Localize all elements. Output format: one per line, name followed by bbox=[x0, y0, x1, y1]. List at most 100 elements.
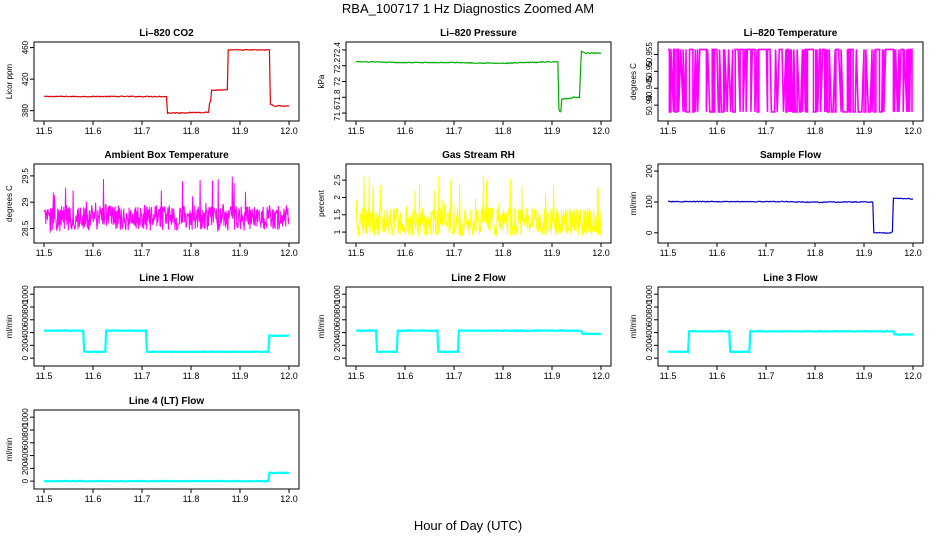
y-tick-label: 50.955 bbox=[645, 42, 654, 67]
y-tick-label: 200 bbox=[21, 461, 30, 475]
chart-title: Line 2 Flow bbox=[451, 273, 506, 284]
x-tick-label: 11.8 bbox=[183, 371, 200, 381]
x-tick-label: 11.5 bbox=[660, 371, 677, 381]
chart-panel-2: Li–820 Pressure 11.5 11.6 11.7 11.8 11.9 12.0 7… bbox=[317, 28, 612, 136]
figure-x-axis-label: Hour of Day (UTC) bbox=[413, 518, 523, 533]
x-tick-label: 11.8 bbox=[495, 371, 512, 381]
chart-title: Sample Flow bbox=[760, 150, 821, 161]
series-line bbox=[355, 175, 602, 237]
y-tick-label: 380 bbox=[21, 103, 30, 117]
x-tick-label: 11.9 bbox=[856, 371, 873, 381]
plot-frame bbox=[33, 409, 300, 490]
y-tick-label: 400 bbox=[21, 448, 30, 462]
x-tick-label: 11.7 bbox=[758, 248, 775, 258]
x-tick-label: 11.6 bbox=[85, 248, 102, 258]
x-tick-label: 11.7 bbox=[758, 371, 775, 381]
y-tick-label: 600 bbox=[645, 313, 654, 327]
series-group bbox=[43, 48, 290, 115]
y-tick-label: 600 bbox=[21, 313, 30, 327]
x-tick-label: 11.9 bbox=[544, 248, 561, 258]
series-line bbox=[356, 50, 602, 113]
x-tick-label: 11.9 bbox=[544, 126, 561, 136]
y-tick-label: 29.5 bbox=[21, 168, 30, 184]
x-tick-label: 11.7 bbox=[134, 494, 151, 504]
series-group bbox=[355, 175, 602, 237]
x-tick-label: 12.0 bbox=[280, 126, 298, 136]
series-line bbox=[667, 329, 914, 354]
chart-panel-9: Line 3 Flow 11.5 11.6 11.7 11.8 11.9 12.0 0 2004… bbox=[629, 273, 924, 381]
x-tick-label: 11.6 bbox=[709, 248, 726, 258]
x-tick-label: 11.8 bbox=[183, 494, 200, 504]
y-tick-label: 400 bbox=[333, 325, 342, 339]
y-tick-label: 600 bbox=[333, 313, 342, 327]
x-tick-label: 11.6 bbox=[709, 126, 726, 136]
y-axis-label: ml/min bbox=[629, 192, 638, 216]
x-tick-label: 11.7 bbox=[758, 126, 775, 136]
x-tick-label: 11.9 bbox=[856, 248, 873, 258]
x-tick-label: 11.5 bbox=[36, 371, 53, 381]
x-tick-label: 11.5 bbox=[36, 494, 53, 504]
plot-frame bbox=[657, 163, 924, 244]
x-tick-label: 11.5 bbox=[348, 248, 365, 258]
y-axis-label: Licor ppm bbox=[5, 64, 14, 99]
chart-title: Li–820 Temperature bbox=[744, 28, 838, 39]
plot-frame bbox=[657, 41, 924, 122]
x-tick-label: 11.5 bbox=[36, 248, 53, 258]
y-tick-label: 50.945 bbox=[645, 75, 654, 100]
y-axis-label: ml/min bbox=[317, 315, 326, 339]
x-tick-label: 11.6 bbox=[85, 371, 102, 381]
y-axis-label: kPa bbox=[317, 74, 326, 88]
x-tick-label: 11.6 bbox=[85, 126, 102, 136]
y-tick-label: 71.8 bbox=[333, 89, 342, 105]
x-tick-label: 11.9 bbox=[232, 494, 249, 504]
y-tick-label: 400 bbox=[645, 325, 654, 339]
x-tick-label: 11.6 bbox=[85, 494, 102, 504]
x-tick-label: 12.0 bbox=[904, 248, 922, 258]
y-tick-label: 72.2 bbox=[333, 57, 342, 73]
x-tick-label: 11.8 bbox=[495, 248, 512, 258]
x-tick-label: 11.5 bbox=[660, 126, 677, 136]
y-tick-label: 200 bbox=[645, 338, 654, 352]
y-tick-label: 460 bbox=[21, 40, 30, 54]
x-tick-label: 11.6 bbox=[397, 371, 414, 381]
y-tick-label: 0 bbox=[645, 230, 654, 235]
series-group bbox=[356, 50, 602, 113]
x-tick-label: 12.0 bbox=[592, 371, 610, 381]
plot-frame bbox=[345, 41, 612, 122]
y-tick-label: 800 bbox=[645, 300, 654, 314]
x-tick-label: 11.8 bbox=[183, 126, 200, 136]
chart-title: Line 1 Flow bbox=[139, 273, 194, 284]
series-line bbox=[355, 328, 602, 354]
y-tick-label: 1000 bbox=[21, 408, 30, 426]
y-tick-label: 71.6 bbox=[333, 105, 342, 121]
x-tick-label: 11.5 bbox=[36, 126, 53, 136]
plot-frame bbox=[33, 41, 300, 122]
plot-frame bbox=[345, 286, 612, 367]
y-tick-label: 1.5 bbox=[333, 209, 342, 221]
chart-title: Line 3 Flow bbox=[763, 273, 818, 284]
y-axis-label: percent bbox=[317, 189, 326, 216]
plot-frame bbox=[33, 286, 300, 367]
x-tick-label: 11.6 bbox=[709, 371, 726, 381]
y-tick-label: 2.5 bbox=[333, 174, 342, 186]
chart-title: Li–820 Pressure bbox=[440, 28, 517, 39]
y-tick-label: 200 bbox=[21, 338, 30, 352]
chart-panel-4: Ambient Box Temperature 11.5 11.6 11.7 11.8 1… bbox=[5, 150, 300, 258]
y-tick-label: 2 bbox=[333, 195, 342, 200]
y-axis-label: ml/min bbox=[5, 438, 14, 462]
chart-title: Line 4 (LT) Flow bbox=[129, 396, 205, 407]
y-tick-label: 420 bbox=[21, 72, 30, 86]
x-tick-label: 12.0 bbox=[592, 248, 610, 258]
y-tick-label: 50.94 bbox=[645, 95, 654, 116]
series-group bbox=[43, 176, 290, 233]
y-tick-label: 29 bbox=[21, 197, 30, 206]
series-line bbox=[667, 197, 914, 234]
y-tick-label: 100 bbox=[645, 195, 654, 209]
y-tick-label: 72.4 bbox=[333, 42, 342, 58]
plot-frame bbox=[345, 163, 612, 244]
y-tick-label: 600 bbox=[21, 436, 30, 450]
chart-title: Gas Stream RH bbox=[442, 150, 515, 161]
y-tick-label: 1000 bbox=[645, 285, 654, 303]
